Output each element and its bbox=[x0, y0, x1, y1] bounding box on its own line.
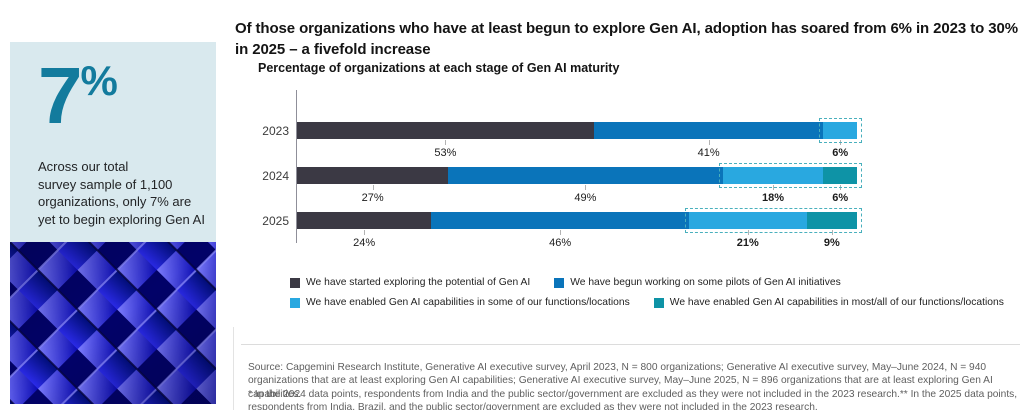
value-label: 24% bbox=[353, 237, 376, 249]
value-label: 27% bbox=[361, 192, 384, 204]
bar-segment bbox=[689, 212, 807, 229]
bar-segment bbox=[297, 212, 432, 229]
page-title: Of those organizations who have at least… bbox=[235, 20, 1018, 59]
footnote-text: * In the 2024 data points, respondents f… bbox=[248, 389, 1018, 410]
stat-big-number: 7% bbox=[38, 56, 118, 136]
bar-segment bbox=[448, 167, 723, 184]
value-label: 41% bbox=[697, 147, 720, 159]
tick-mark bbox=[560, 230, 562, 235]
tick-mark bbox=[364, 230, 366, 235]
bar-segment bbox=[823, 167, 857, 184]
category-label: 2023 bbox=[262, 124, 289, 138]
footer-divider bbox=[241, 344, 1020, 345]
legend-label: We have begun working on some pilots of … bbox=[570, 277, 841, 288]
bar-segment bbox=[722, 167, 824, 184]
chart-legend: We have started exploring the potential … bbox=[290, 277, 1004, 308]
bar-segment bbox=[823, 122, 857, 139]
category-label: 2024 bbox=[262, 169, 289, 183]
stat-value: 7 bbox=[38, 51, 82, 140]
bar-row-2025: 2025 24% 46% 21% 9% bbox=[262, 208, 907, 257]
stat-description: Across our total survey sample of 1,100 … bbox=[38, 159, 205, 227]
legend-swatch bbox=[653, 297, 664, 308]
source-text: Source: Capgemini Research Institute, Ge… bbox=[248, 362, 993, 400]
highlight-dashed-box bbox=[819, 118, 862, 143]
bar-segment bbox=[593, 122, 824, 139]
cubes-pattern-graphic bbox=[10, 242, 216, 404]
legend-swatch bbox=[290, 297, 300, 308]
category-label: 2025 bbox=[262, 214, 289, 228]
legend-label: We have enabled Gen AI capabilities in m… bbox=[669, 297, 1004, 308]
bar-segment bbox=[431, 212, 689, 229]
page-edge-line bbox=[233, 327, 234, 410]
legend-item: We have enabled Gen AI capabilities in m… bbox=[653, 297, 1004, 308]
value-label: 18% bbox=[761, 192, 785, 204]
tick-mark bbox=[585, 185, 587, 190]
chart-plot: 2023 53% 41% 6% 2024 27% 49% 18% 6% 2025 24% 46% 21%… bbox=[262, 90, 907, 249]
value-label: 6% bbox=[832, 147, 849, 159]
value-label: 49% bbox=[574, 192, 597, 204]
highlight-dashed-box bbox=[685, 208, 862, 233]
blue-cubes-image bbox=[10, 242, 216, 404]
bar-row-2023: 2023 53% 41% 6% bbox=[262, 118, 907, 167]
legend-swatch bbox=[290, 277, 300, 288]
legend-label: We have started exploring the potential … bbox=[306, 277, 531, 288]
tick-mark bbox=[445, 140, 447, 145]
value-label: 9% bbox=[823, 237, 840, 249]
legend-swatch bbox=[554, 277, 565, 288]
value-label: 53% bbox=[434, 147, 457, 159]
value-label: 46% bbox=[549, 237, 572, 249]
legend-label: We have enabled Gen AI capabilities in s… bbox=[306, 297, 630, 308]
bar-row-2024: 2024 27% 49% 18% 6% bbox=[262, 163, 907, 212]
stat-percent-sign: % bbox=[80, 57, 118, 104]
legend-item: We have enabled Gen AI capabilities in s… bbox=[290, 297, 630, 308]
stat-panel: 7% Across our total survey sample of 1,1… bbox=[10, 42, 216, 242]
tick-mark bbox=[372, 185, 374, 190]
value-label: 6% bbox=[832, 192, 849, 204]
bar-segment bbox=[297, 167, 449, 184]
bar-segment bbox=[806, 212, 857, 229]
legend-row: We have started exploring the potential … bbox=[290, 277, 1004, 288]
legend-row: We have enabled Gen AI capabilities in s… bbox=[290, 297, 1004, 308]
chart-title: Percentage of organizations at each stag… bbox=[258, 61, 620, 75]
bar-segment bbox=[297, 122, 594, 139]
tick-mark bbox=[708, 140, 710, 145]
legend-item: We have begun working on some pilots of … bbox=[554, 277, 841, 288]
highlight-dashed-box bbox=[718, 163, 862, 188]
legend-item: We have started exploring the potential … bbox=[290, 277, 530, 288]
value-label: 21% bbox=[736, 237, 759, 249]
